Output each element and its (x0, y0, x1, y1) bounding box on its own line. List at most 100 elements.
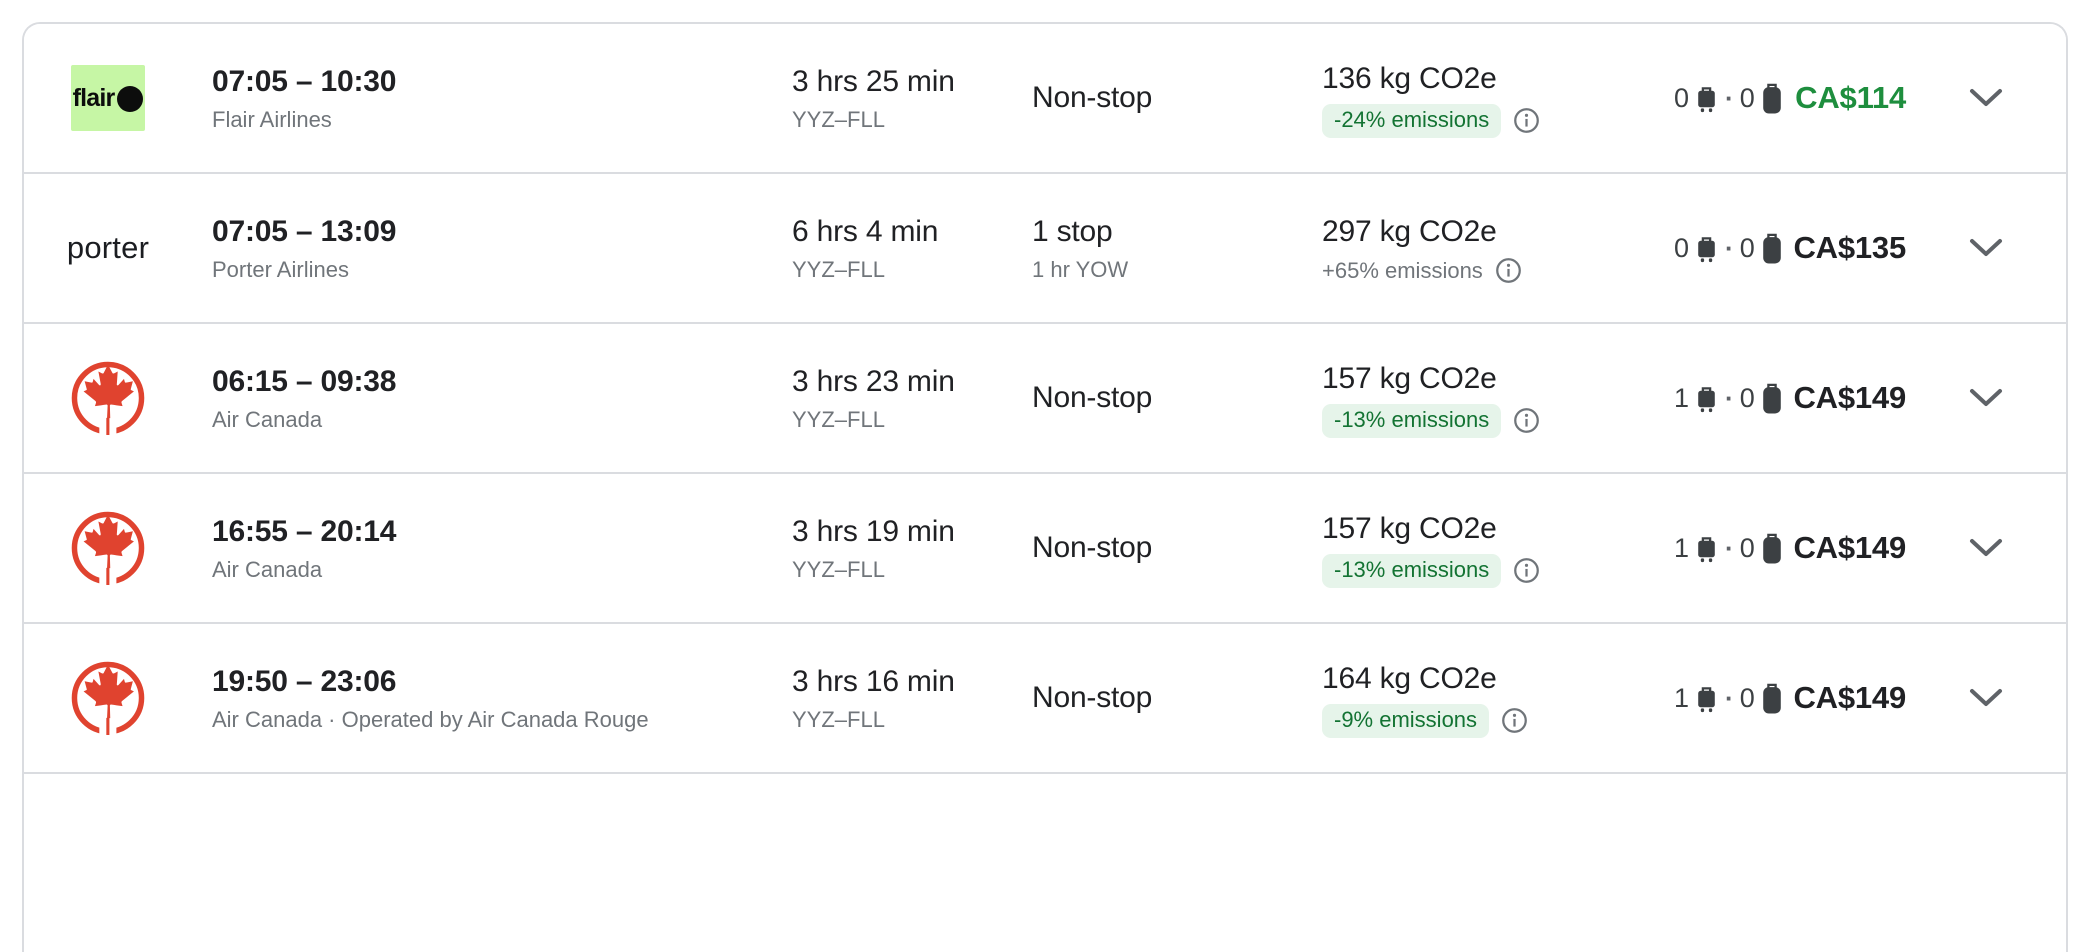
flight-duration: 3 hrs 19 min (792, 514, 955, 548)
airline-logo-cell (24, 361, 192, 435)
expand-flight-button[interactable] (1906, 530, 2066, 566)
flight-duration: 3 hrs 23 min (792, 364, 955, 398)
emissions-amount: 297 kg CO2e (1322, 215, 1497, 248)
chevron-down-icon (1970, 689, 2002, 706)
flight-row[interactable]: 16:55 – 20:14 Air Canada 3 hrs 19 min YY… (24, 474, 2066, 624)
checked-bag-count: 0 (1739, 232, 1755, 263)
price: CA$114 (1795, 80, 1906, 115)
emissions-info-button[interactable] (1495, 257, 1522, 284)
emissions-info-button[interactable] (1513, 557, 1540, 584)
checked-bag-count: 0 (1739, 382, 1755, 413)
airline-name: Air Canada · Operated by Air Canada Roug… (212, 706, 649, 732)
air-canada-logo (71, 511, 145, 585)
expand-flight-button[interactable] (1906, 680, 2066, 716)
bag-separator-dot: · (1725, 83, 1734, 113)
flight-route: YYZ–FLL (792, 406, 885, 432)
flair-wordmark: flair (72, 83, 116, 112)
stops-count: Non-stop (1032, 681, 1153, 714)
flight-duration: 3 hrs 25 min (792, 64, 955, 98)
air-canada-logo (71, 661, 145, 735)
stops-count: Non-stop (1032, 381, 1153, 414)
flight-row[interactable]: 06:15 – 09:38 Air Canada 3 hrs 23 min YY… (24, 324, 2066, 474)
flair-dot-icon (117, 86, 144, 112)
emissions-delta-badge: +65% emissions (1322, 257, 1483, 283)
flight-times: 16:55 – 20:14 (212, 514, 397, 548)
checked-bag-icon (1762, 233, 1781, 263)
expand-flight-button[interactable] (1906, 230, 2066, 266)
baggage-allowance: 0 · 0 (1674, 83, 1784, 114)
info-icon (1502, 708, 1527, 733)
carryon-bag-count: 0 (1674, 232, 1690, 263)
flight-row[interactable]: porter 07:05 – 13:09 Porter Airlines 6 h… (24, 174, 2066, 324)
flight-duration: 3 hrs 16 min (792, 664, 955, 698)
airline-name: Air Canada (212, 556, 323, 582)
maple-leaf-icon (71, 511, 145, 585)
flight-route: YYZ–FLL (792, 556, 885, 582)
emissions-delta-badge: -13% emissions (1322, 553, 1502, 588)
checked-bag-count: 0 (1739, 82, 1755, 113)
flight-times: 19:50 – 23:06 (212, 664, 397, 698)
carryon-bag-icon (1698, 686, 1715, 712)
price: CA$149 (1793, 680, 1906, 715)
info-icon (1514, 558, 1540, 583)
baggage-allowance: 1 · 0 (1674, 533, 1784, 564)
airline-logo-cell: flair (24, 65, 192, 131)
checked-bag-icon (1762, 83, 1781, 113)
bag-separator-dot: · (1725, 383, 1734, 413)
carryon-bag-count: 1 (1674, 382, 1690, 413)
stops-count: Non-stop (1032, 531, 1153, 564)
chevron-down-icon (1970, 389, 2002, 406)
checked-bag-icon (1762, 683, 1781, 713)
price: CA$149 (1793, 530, 1906, 565)
info-icon (1514, 408, 1540, 433)
carryon-bag-count: 1 (1674, 682, 1690, 713)
flight-row[interactable]: 19:50 – 23:06 Air Canada · Operated by A… (24, 624, 2066, 774)
chevron-down-icon (1970, 89, 2002, 106)
flair-airlines-logo: flair (71, 65, 145, 131)
info-icon (1495, 258, 1521, 283)
carryon-bag-icon (1698, 86, 1715, 112)
flight-row[interactable]: flair 07:05 – 10:30 Flair Airlines 3 hrs… (24, 24, 2066, 174)
baggage-allowance: 1 · 0 (1674, 683, 1784, 714)
checked-bag-icon (1762, 533, 1781, 563)
airline-name: Flair Airlines (212, 106, 332, 132)
flight-times: 07:05 – 13:09 (212, 214, 397, 248)
airline-name: Air Canada (212, 406, 323, 432)
emissions-delta-badge: -9% emissions (1322, 703, 1490, 738)
airline-logo-cell (24, 661, 192, 735)
porter-airlines-logo: porter (67, 230, 149, 266)
flight-times: 06:15 – 09:38 (212, 364, 397, 398)
bag-separator-dot: · (1725, 233, 1734, 263)
price: CA$149 (1793, 380, 1906, 415)
checked-bag-count: 0 (1739, 682, 1755, 713)
info-icon (1514, 108, 1540, 133)
price: CA$135 (1793, 230, 1906, 265)
carryon-bag-icon (1698, 386, 1715, 412)
checked-bag-icon (1762, 383, 1781, 413)
maple-leaf-icon (71, 361, 145, 435)
checked-bag-count: 0 (1739, 532, 1755, 563)
flight-route: YYZ–FLL (792, 256, 885, 282)
carryon-bag-icon (1698, 536, 1715, 562)
air-canada-logo (71, 361, 145, 435)
airline-logo-cell: porter (24, 230, 192, 266)
stops-count: 1 stop (1032, 214, 1113, 248)
carryon-bag-count: 1 (1674, 532, 1690, 563)
emissions-info-button[interactable] (1513, 407, 1540, 434)
chevron-down-icon (1970, 239, 2002, 256)
emissions-info-button[interactable] (1513, 107, 1540, 134)
emissions-delta-badge: -13% emissions (1322, 403, 1502, 438)
expand-flight-button[interactable] (1906, 380, 2066, 416)
flight-times: 07:05 – 10:30 (212, 64, 397, 98)
flight-duration: 6 hrs 4 min (792, 214, 939, 248)
emissions-amount: 157 kg CO2e (1322, 511, 1497, 545)
baggage-allowance: 0 · 0 (1674, 233, 1784, 264)
emissions-info-button[interactable] (1501, 707, 1528, 734)
airline-name: Porter Airlines (212, 256, 349, 282)
flight-route: YYZ–FLL (792, 106, 885, 132)
stops-detail: 1 hr YOW (1032, 256, 1129, 282)
bag-separator-dot: · (1725, 683, 1734, 713)
expand-flight-button[interactable] (1906, 80, 2066, 116)
emissions-amount: 157 kg CO2e (1322, 361, 1497, 395)
emissions-amount: 136 kg CO2e (1322, 61, 1497, 95)
